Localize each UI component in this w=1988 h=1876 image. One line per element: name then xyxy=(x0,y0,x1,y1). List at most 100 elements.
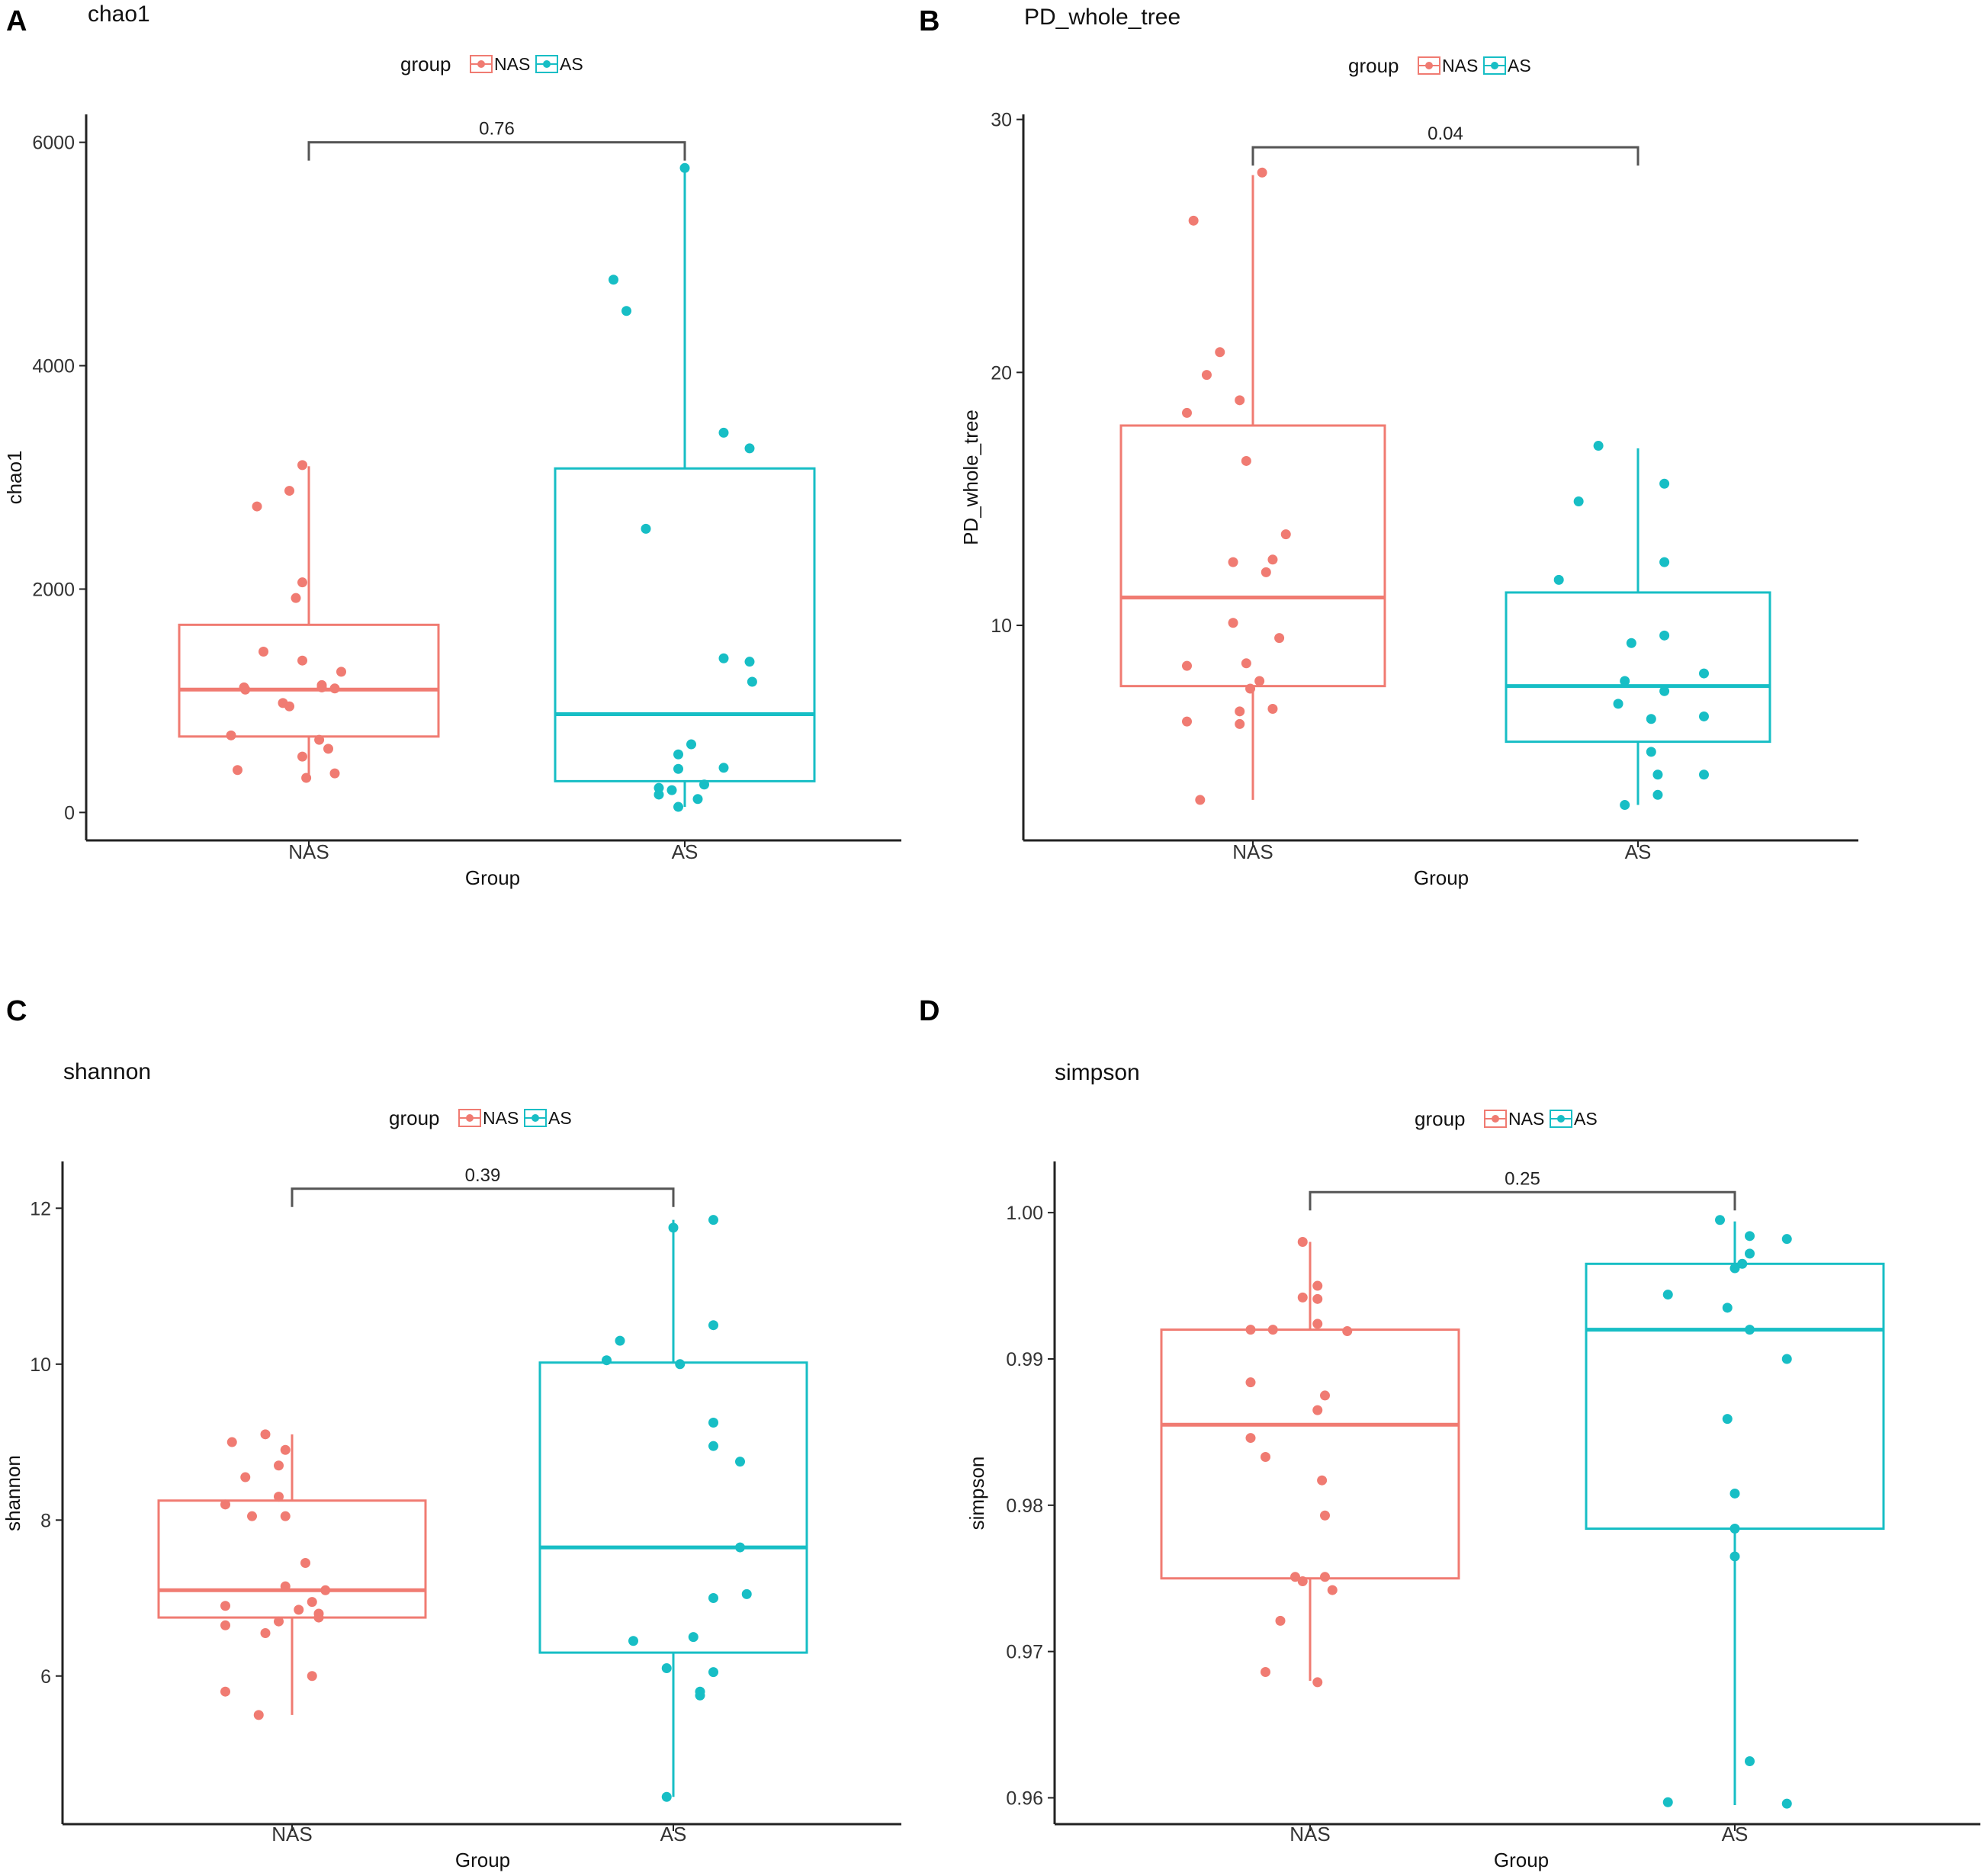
significance-bracket xyxy=(1309,1190,1736,1211)
legend-title: group xyxy=(389,1107,440,1129)
box-as xyxy=(1585,1221,1885,1806)
data-point xyxy=(323,744,333,754)
data-point xyxy=(1699,711,1709,721)
panel-label-b: B xyxy=(919,5,939,37)
data-point xyxy=(1188,215,1199,226)
data-point xyxy=(744,657,755,667)
panel-c: shannon group NAS AS 6 8 10 12 NAS AS Group shannon… xyxy=(2,1059,901,1871)
data-point xyxy=(1729,1551,1740,1562)
data-point xyxy=(1267,554,1278,565)
data-point xyxy=(280,1511,291,1521)
data-point xyxy=(1659,630,1670,641)
data-point xyxy=(1745,1248,1755,1259)
data-point xyxy=(240,1472,251,1482)
data-point xyxy=(253,1710,264,1720)
x-tick-label: NAS xyxy=(1232,840,1273,863)
data-point xyxy=(274,1492,284,1502)
data-point xyxy=(1659,478,1670,489)
data-point xyxy=(1320,1390,1330,1401)
data-point xyxy=(1317,1475,1328,1486)
data-point xyxy=(1297,1292,1308,1303)
data-point xyxy=(1267,1325,1278,1335)
data-point xyxy=(1195,795,1206,805)
data-point xyxy=(1745,1325,1755,1335)
x-tick-label: AS xyxy=(660,1823,687,1845)
y-tick-label: 2000 xyxy=(32,579,75,600)
data-point xyxy=(260,1628,271,1639)
data-point xyxy=(621,306,631,316)
legend: group NAS AS xyxy=(400,53,583,75)
panel-d: simpson group NAS AS 0.96 0.97 0.98 0.99 1.00 NAS… xyxy=(965,1060,1980,1871)
data-point xyxy=(297,577,307,588)
legend-key-dot-as xyxy=(1491,62,1498,69)
points-nas xyxy=(220,1429,331,1720)
x-tick-label: AS xyxy=(1722,1823,1749,1845)
data-point xyxy=(615,1335,625,1346)
data-point xyxy=(1261,567,1271,577)
plot-title: simpson xyxy=(1055,1060,1140,1085)
plot-title: PD_whole_tree xyxy=(1024,5,1180,30)
data-point xyxy=(1241,455,1251,466)
data-point xyxy=(673,763,683,774)
data-point xyxy=(679,162,690,173)
data-point xyxy=(1626,638,1636,648)
data-point xyxy=(1652,789,1663,800)
legend-key-dot-as xyxy=(532,1114,539,1122)
data-point xyxy=(1729,1523,1740,1534)
data-point xyxy=(233,765,242,776)
data-point xyxy=(307,1671,317,1682)
points-nas xyxy=(226,460,346,783)
legend-key-dot-nas xyxy=(477,60,485,68)
data-point xyxy=(1745,1231,1755,1242)
data-point xyxy=(1297,1237,1308,1248)
x-tick-label: NAS xyxy=(271,1823,312,1845)
data-point xyxy=(609,275,618,285)
legend-title: group xyxy=(1348,54,1399,77)
data-point xyxy=(1662,1797,1673,1807)
data-point xyxy=(668,1222,679,1233)
data-point xyxy=(1261,1452,1270,1463)
legend-key-dot-as xyxy=(543,60,551,68)
legend-title: group xyxy=(1415,1107,1466,1130)
points-as xyxy=(1553,441,1709,811)
data-point xyxy=(252,501,262,512)
data-point xyxy=(1312,1293,1323,1304)
data-point xyxy=(274,1460,284,1471)
data-point xyxy=(602,1355,612,1366)
data-point xyxy=(1573,496,1584,507)
iqr-box xyxy=(538,1361,808,1654)
data-point xyxy=(259,646,268,657)
points-as xyxy=(1662,1215,1792,1809)
data-point xyxy=(1241,658,1251,669)
data-point xyxy=(1745,1756,1755,1767)
data-point xyxy=(718,763,729,773)
data-point xyxy=(329,683,340,694)
legend-key-dot-nas xyxy=(1425,62,1433,69)
data-point xyxy=(297,655,307,666)
data-point xyxy=(695,1690,705,1701)
legend-label-nas: NAS xyxy=(1508,1109,1544,1129)
data-point xyxy=(741,1588,752,1599)
data-point xyxy=(1275,1615,1286,1626)
data-point xyxy=(1729,1263,1740,1274)
plot-title: chao1 xyxy=(88,2,150,27)
legend-key-dot-as xyxy=(1557,1115,1565,1123)
data-point xyxy=(316,679,327,690)
y-tick-label: 0.99 xyxy=(1006,1349,1043,1370)
data-point xyxy=(708,1215,718,1226)
box-as xyxy=(1505,448,1771,805)
data-point xyxy=(1699,769,1709,780)
data-point xyxy=(1215,347,1225,358)
y-tick-label: 20 xyxy=(991,362,1012,384)
data-point xyxy=(294,1605,304,1615)
data-point xyxy=(1699,668,1709,679)
data-point xyxy=(735,1457,745,1467)
data-point xyxy=(1646,714,1656,724)
x-tick-label: NAS xyxy=(288,840,329,863)
legend-label-as: AS xyxy=(560,54,583,74)
y-axis-title: PD_whole_tree xyxy=(959,410,982,545)
data-point xyxy=(675,1359,686,1370)
data-point xyxy=(744,443,755,454)
iqr-box xyxy=(1160,1328,1460,1580)
data-point xyxy=(220,1601,230,1611)
